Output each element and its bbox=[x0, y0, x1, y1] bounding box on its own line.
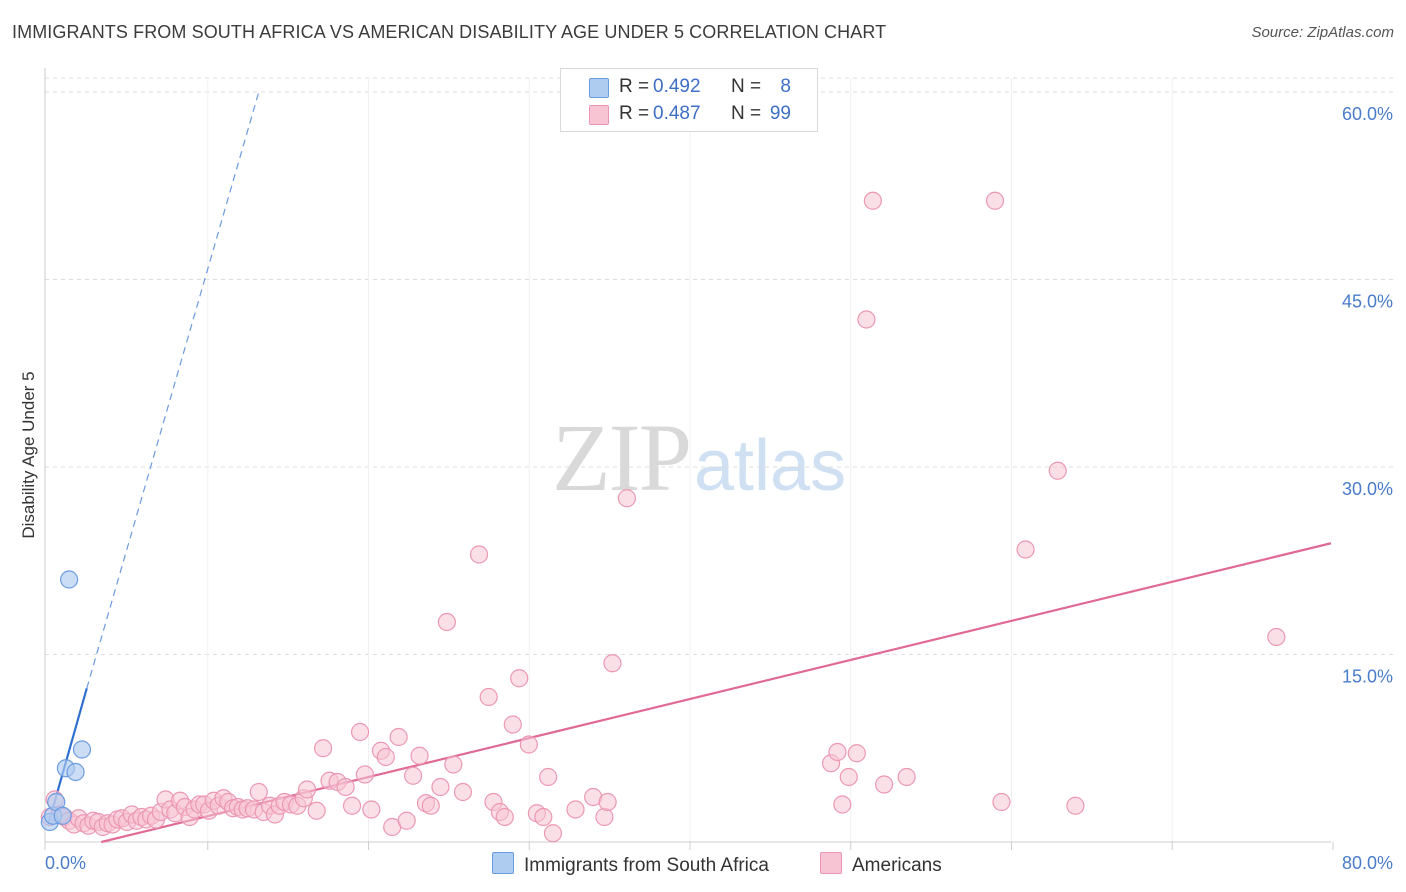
point-americans bbox=[313, 739, 333, 758]
point-americans bbox=[875, 775, 894, 794]
point-americans bbox=[828, 742, 847, 762]
point-americans bbox=[355, 765, 374, 784]
point-americans bbox=[985, 191, 1005, 210]
y-tick-label: 15.0% bbox=[1342, 667, 1393, 687]
point-americans bbox=[847, 744, 866, 763]
y-axis-label: Disability Age Under 5 bbox=[19, 371, 38, 538]
point-americans bbox=[307, 801, 326, 820]
point-americans bbox=[1267, 627, 1286, 647]
point-americans bbox=[863, 191, 882, 210]
point-americans bbox=[543, 824, 563, 843]
point-americans bbox=[617, 489, 637, 508]
point-south-africa bbox=[60, 570, 79, 589]
point-americans bbox=[376, 747, 395, 767]
r-label: R = bbox=[619, 76, 650, 97]
point-americans bbox=[598, 792, 617, 812]
point-americans bbox=[362, 800, 381, 819]
point-americans bbox=[397, 811, 416, 830]
point-americans bbox=[444, 755, 463, 774]
point-americans bbox=[519, 735, 538, 754]
y-tick-label: 60.0% bbox=[1342, 104, 1393, 124]
point-americans bbox=[297, 780, 317, 799]
point-americans bbox=[539, 767, 558, 787]
legend-label: Immigrants from South Africa bbox=[524, 855, 769, 876]
point-americans bbox=[431, 777, 450, 797]
axes bbox=[44, 68, 1334, 850]
point-americans bbox=[534, 807, 553, 827]
correlation-legend: R = 0.492 N = 8 R = 0.487 N = 99 bbox=[560, 68, 818, 132]
point-south-africa bbox=[53, 806, 72, 825]
point-south-africa bbox=[72, 740, 92, 759]
point-south-africa bbox=[66, 762, 85, 782]
point-americans bbox=[479, 687, 498, 707]
legend-row-americans: R = 0.487 N = 99 bbox=[561, 101, 817, 127]
trend-line-south-africa-extrapolated bbox=[86, 91, 260, 689]
data-points bbox=[40, 191, 1286, 843]
y-tick-label: 45.0% bbox=[1342, 292, 1393, 312]
legend-swatch-blue bbox=[492, 852, 514, 874]
point-americans bbox=[336, 777, 355, 797]
point-americans bbox=[437, 612, 456, 632]
x-tick-label: 80.0% bbox=[1342, 853, 1393, 873]
point-americans bbox=[839, 767, 858, 787]
legend-swatch-blue bbox=[589, 78, 609, 98]
n-value: 8 bbox=[780, 76, 791, 97]
watermark-atlas: atlas bbox=[694, 426, 847, 506]
legend-row-south-africa: R = 0.492 N = 8 bbox=[561, 74, 817, 100]
point-americans bbox=[469, 545, 489, 564]
r-label: R = bbox=[619, 103, 650, 124]
point-americans bbox=[410, 746, 429, 765]
chart-title: IMMIGRANTS FROM SOUTH AFRICA VS AMERICAN… bbox=[12, 22, 887, 42]
n-label: N = bbox=[731, 76, 762, 97]
point-americans bbox=[453, 782, 473, 802]
point-americans bbox=[404, 766, 423, 785]
point-americans bbox=[495, 807, 514, 827]
legend-item-south-africa: Immigrants from South Africa bbox=[492, 852, 769, 877]
point-americans bbox=[566, 800, 585, 819]
point-americans bbox=[249, 782, 268, 802]
legend-label: Americans bbox=[852, 855, 942, 876]
point-americans bbox=[503, 715, 522, 734]
gridlines bbox=[45, 77, 1395, 842]
legend-item-americans: Americans bbox=[820, 852, 942, 877]
point-americans bbox=[421, 796, 440, 815]
point-americans bbox=[897, 767, 916, 787]
point-americans bbox=[350, 722, 370, 742]
n-value: 99 bbox=[769, 103, 791, 124]
point-americans bbox=[510, 669, 529, 688]
legend-swatch-pink bbox=[820, 852, 842, 874]
y-tick-label: 30.0% bbox=[1342, 479, 1393, 499]
point-americans bbox=[595, 807, 614, 827]
point-americans bbox=[342, 796, 362, 815]
x-tick-label: 0.0% bbox=[45, 853, 86, 873]
point-americans bbox=[1016, 540, 1035, 559]
point-americans bbox=[992, 792, 1011, 812]
series-legend: Immigrants from South Africa Americans bbox=[0, 852, 1406, 878]
point-americans bbox=[603, 654, 622, 673]
point-americans bbox=[833, 795, 852, 814]
r-value: 0.487 bbox=[653, 103, 701, 124]
tick-labels: 15.0% 30.0% 45.0% 60.0% 0.0% 80.0% bbox=[45, 104, 1393, 873]
n-label: N = bbox=[731, 103, 762, 124]
point-americans bbox=[389, 727, 408, 747]
point-americans bbox=[1048, 461, 1067, 480]
point-americans bbox=[857, 310, 876, 329]
legend-swatch-pink bbox=[589, 105, 609, 125]
point-americans bbox=[1066, 796, 1085, 815]
source-label: Source: ZipAtlas.com bbox=[1251, 24, 1394, 41]
r-value: 0.492 bbox=[653, 76, 701, 97]
